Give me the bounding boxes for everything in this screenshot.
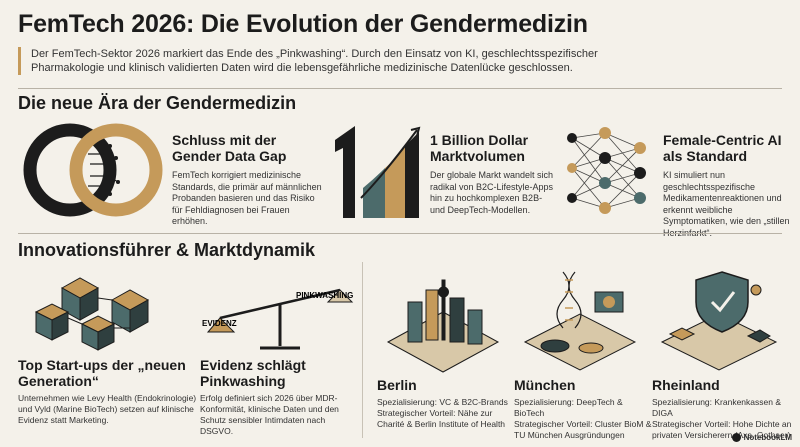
item-desc: Spezialisierung: DeepTech & BioTech Stra… bbox=[514, 397, 652, 440]
gender-rings-icon bbox=[23, 123, 163, 217]
feature-title: 1 Billion Dollar Marktvolumen bbox=[430, 132, 529, 164]
column-divider bbox=[362, 262, 363, 438]
feature-gender-data-gap: Schluss mit der Gender Data Gap FemTech … bbox=[172, 132, 322, 228]
munich-lab-icon bbox=[523, 271, 637, 371]
item-desc: Unternehmen wie Levy Health (Endokrinolo… bbox=[18, 393, 197, 425]
page-title: FemTech 2026: Die Evolution der Genderme… bbox=[18, 10, 588, 38]
scale-label-pinkwashing: PINKWASHING bbox=[296, 291, 353, 300]
feature-title: Schluss mit der Gender Data Gap bbox=[172, 132, 287, 164]
item-top-startups: Top Start-ups der „neuen Generation“ Unt… bbox=[18, 357, 208, 426]
scale-label-evidenz: EVIDENZ bbox=[202, 319, 237, 328]
item-title: Rheinland bbox=[652, 377, 720, 393]
feature-desc: Der globale Markt wandelt sich radikal v… bbox=[430, 170, 554, 215]
rheinland-shield-icon bbox=[660, 271, 778, 371]
balance-scale-icon: EVIDENZ PINKWASHING bbox=[202, 288, 353, 350]
feature-title: Female-Centric AI als Standard bbox=[663, 132, 782, 164]
brand-watermark: NotebookLM bbox=[731, 433, 792, 442]
section-title-era: Die neue Ära der Gendermedizin bbox=[18, 93, 297, 113]
market-growth-icon bbox=[335, 126, 421, 218]
item-desc: Spezialisierung: Krankenkassen & DIGA St… bbox=[652, 397, 792, 440]
feature-female-centric-ai: Female-Centric AI als Standard KI simuli… bbox=[663, 132, 793, 239]
item-desc: Erfolg definiert sich 2026 über MDR-Konf… bbox=[200, 393, 339, 436]
item-muenchen: München Spezialisierung: DeepTech & BioT… bbox=[514, 377, 654, 441]
feature-desc: FemTech korrigiert medizinische Standard… bbox=[172, 170, 322, 226]
startup-cubes-icon bbox=[34, 277, 150, 351]
item-berlin: Berlin Spezialisierung: VC & B2C-Brands … bbox=[377, 377, 512, 430]
item-title: Evidenz schlägt Pinkwashing bbox=[200, 357, 306, 389]
neural-network-icon bbox=[567, 127, 646, 214]
brand-label: NotebookLM bbox=[743, 433, 792, 442]
feature-market-volume: 1 Billion Dollar Marktvolumen Der global… bbox=[430, 132, 555, 216]
item-title: Berlin bbox=[377, 377, 417, 393]
intro-text: Der FemTech-Sektor 2026 markiert das End… bbox=[18, 47, 618, 75]
item-desc: Spezialisierung: VC & B2C-Brands Strateg… bbox=[377, 397, 508, 429]
item-title: Top Start-ups der „neuen Generation“ bbox=[18, 357, 186, 389]
item-title: München bbox=[514, 377, 576, 393]
item-evidenz-pinkwashing: Evidenz schlägt Pinkwashing Erfolg defin… bbox=[200, 357, 360, 437]
section-title-innovation: Innovationsführer & Marktdynamik bbox=[18, 240, 316, 260]
feature-desc: KI simuliert nun geschlechtsspezifische … bbox=[663, 170, 790, 238]
berlin-city-icon bbox=[386, 279, 500, 373]
section-divider bbox=[18, 88, 782, 89]
notebooklm-logo-icon bbox=[731, 433, 741, 442]
item-rheinland: Rheinland Spezialisierung: Krankenkassen… bbox=[652, 377, 797, 441]
section-divider bbox=[18, 233, 782, 234]
